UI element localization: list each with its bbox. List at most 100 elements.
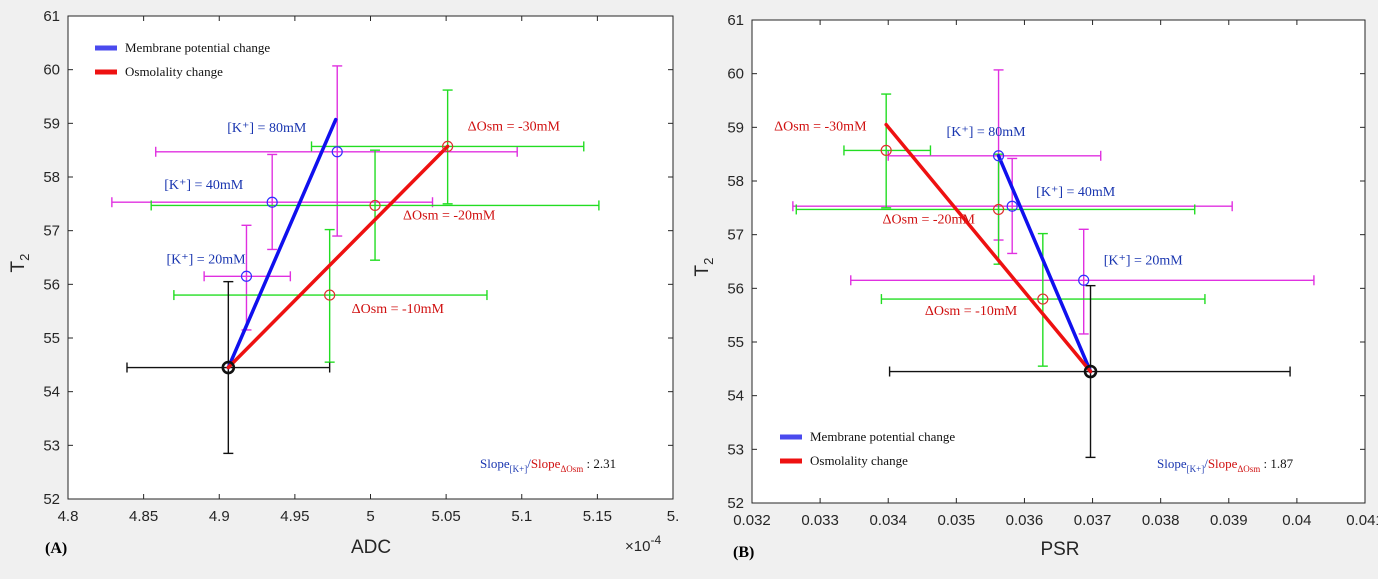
panel-a-slope-num: Slope [480,456,510,471]
panel-a-membrane-fit-line [226,117,338,370]
panel-a-slope-den: Slope [531,456,561,471]
panel-b-legend-label: Osmolality change [810,453,908,468]
panel-a-x-exponent-power: -4 [650,533,661,547]
panel-b-point-label: ΔOsm = -10mM [925,304,1018,319]
panel-b-y-axis-label: T2 [692,258,716,277]
panel-b-y-tick-label: 59 [727,119,744,136]
panel-b-data-point [992,203,1005,216]
panel-b-slope-value: : 1.87 [1260,456,1293,471]
panel-a-slope-num-sub: [K+] [510,464,528,474]
panel-b-x-tick-label: 0.037 [1074,512,1112,529]
panel-a-point-label: [K⁺] = 20mM [166,252,246,267]
panel-a-point-label: [K⁺] = 40mM [164,178,244,193]
panel-b-baseline-point [1083,364,1098,379]
panel-b-y-tick-label: 61 [727,12,744,29]
panel-b-y-tick-label: 58 [727,173,744,190]
panel-a-legend-label: Membrane potential change [125,40,270,55]
panel-b-x-axis-label: PSR [1040,539,1079,560]
panel-b-slope-num: Slope [1157,456,1187,471]
panel-a-data-point [324,289,336,301]
panel-a-point-label: ΔOsm = -10mM [352,302,445,317]
panel-a-y-axis-label: T2 [8,254,32,273]
panel-a-panel-label: (A) [45,540,67,557]
panel-b-x-tick-label: 0.036 [1006,512,1044,529]
panel-b-data-point [880,144,892,157]
panel-b-slope-num-sub: [K+] [1187,464,1205,474]
panel-a-y-tick-label: 58 [43,169,60,186]
panel-a-data-point [369,199,381,212]
panel-a-slope-sep: / [527,456,531,471]
panel-a-slope-value: : 2.31 [583,456,616,471]
panel-b-x-tick-label: 0.035 [938,512,976,529]
panel-a-y-tick-label: 52 [43,491,60,508]
panel-b-y-tick-label: 55 [727,334,744,351]
panel-a-y-tick-label: 59 [43,115,60,132]
panel-b-x-tick-label: 0.032 [733,512,771,529]
panel-a-y-tick-label: 53 [43,437,60,454]
panel-b-x-tick-label: 0.033 [801,512,839,529]
panel-a-data-point [442,140,454,153]
panel-b-y-axis-label-sub: 2 [701,258,716,265]
panel-a-osmolality-fit-line [226,144,450,370]
panel-a-x-tick-label: 5.1 [511,508,532,525]
panel-b-y-tick-label: 56 [727,280,744,297]
panel-a-y-tick-label: 56 [43,276,60,293]
panel-a-point-label: ΔOsm = -30mM [468,119,561,134]
panel-b-osmolality-fit-line [884,122,1093,374]
panel-a-y-tick-label: 54 [43,384,60,401]
panel-b-y-tick-label: 60 [727,66,744,83]
panel-a-x-tick-label: 4.9 [209,508,230,525]
panel-b-data-point [1078,274,1090,286]
panel-b-point-label: ΔOsm = -30mM [774,119,867,134]
panel-a-x-tick-label: 4.85 [129,508,158,525]
panel-b-y-axis-label-main: T [692,265,713,277]
panel-a-x-tick-label: 4.95 [280,508,309,525]
panel-b-data-point [1037,293,1049,305]
panel-b-x-tick-label: 0.034 [869,512,907,529]
panel-b-plot-area [751,19,1366,504]
panel-a-y-tick-label: 55 [43,330,60,347]
panel-b-panel-label: (B) [733,544,754,561]
panel-a-slope-ratio: Slope[K+]/SlopeΔOsm : 2.31 [480,456,616,474]
panel-a-legend-label: Osmolality change [125,64,223,79]
panel-b-slope-ratio: Slope[K+]/SlopeΔOsm : 1.87 [1157,456,1294,474]
panel-b-point-label: [K⁺] = 80mM [947,125,1027,140]
panel-b-slope-den-sub: ΔOsm [1237,464,1260,474]
panel-b-x-tick-label: 0.038 [1142,512,1180,529]
panel-a-plot-area [67,15,674,500]
panel-a-point-label: [K⁺] = 80mM [227,121,307,136]
panel-a-x-exponent: ×10-4 [625,533,661,555]
panel-a-data-point [240,270,253,282]
panel-b-slope-sep: / [1204,456,1208,471]
panel-a-x-axis-label: ADC [351,537,391,558]
panel-a-y-tick-label: 60 [43,62,60,79]
panel-a-x-tick-label: 5. [667,508,680,525]
panel-b-data-point [992,150,1005,162]
panel-a-x-tick-label: 5.05 [432,508,461,525]
panel-a-x-tick-label: 5 [366,508,374,525]
panel-b-point-label: [K⁺] = 40mM [1036,185,1116,200]
panel-a-y-axis-label-main: T [8,261,29,273]
panel-b-legend-label: Membrane potential change [810,429,955,444]
panel-b-y-tick-label: 57 [727,227,744,244]
panel-b-slope-den: Slope [1208,456,1238,471]
panel-b-data-point [1006,200,1018,212]
panel-b-membrane-fit-line [996,154,1093,374]
panel-a-data-point [331,146,343,158]
panel-b-x-tick-label: 0.041 [1346,512,1378,529]
panel-b-y-tick-label: 52 [727,495,744,512]
panel-b-point-label: ΔOsm = -20mM [883,212,976,227]
panel-a-baseline-point [221,360,236,375]
panel-a-x-tick-label: 4.8 [58,508,79,525]
panel-a-x-exponent-base: ×10 [625,538,650,555]
panel-a-x-tick-label: 5.15 [583,508,612,525]
panel-a-point-label: ΔOsm = -20mM [403,208,496,223]
panel-b-y-tick-label: 54 [727,388,744,405]
panel-b-x-tick-label: 0.039 [1210,512,1248,529]
panel-b-x-tick-label: 0.04 [1282,512,1311,529]
panel-a-slope-den-sub: ΔOsm [560,464,583,474]
panel-b-y-tick-label: 53 [727,441,744,458]
panel-a-y-tick-label: 61 [43,8,60,25]
panel-a-y-tick-label: 57 [43,223,60,240]
